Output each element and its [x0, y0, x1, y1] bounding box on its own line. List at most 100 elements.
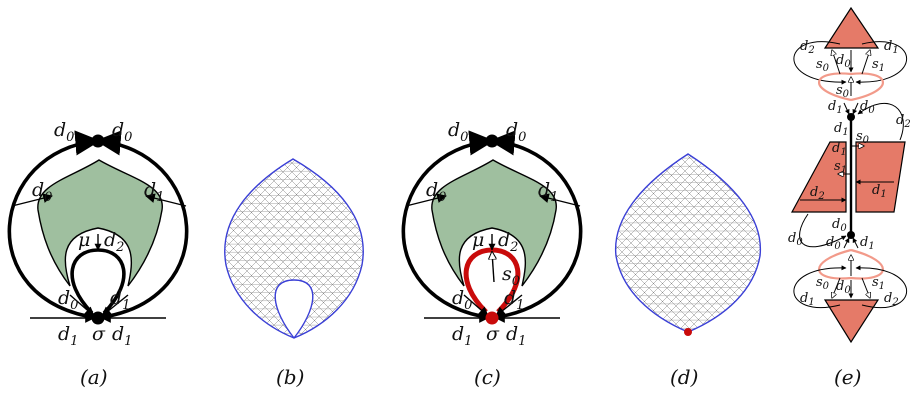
leaf-shape [37, 159, 163, 287]
top-right-loop [855, 41, 908, 85]
label-mu: μ [78, 229, 90, 251]
e-label-upper-d0: d0 [860, 99, 875, 116]
e-label-left-d0: d0 [788, 231, 803, 248]
arrow-bot-s0 [832, 277, 841, 298]
e-label-par-d1: d1 [872, 183, 887, 200]
label-mid-right: d1 [144, 179, 164, 205]
label-s0: s0 [502, 263, 520, 289]
label-bottom-right: d1 [112, 323, 132, 349]
e-label-top-d0: d0 [836, 53, 851, 70]
leaf-shape [431, 159, 557, 287]
arrow-mid-left [405, 193, 447, 207]
bottom-left-loop [793, 265, 847, 309]
label-bottom-left: d1 [452, 323, 472, 349]
bottom-right-loop [855, 265, 908, 309]
e-label-mid-d1: d1 [832, 141, 847, 158]
top-vertex [91, 134, 105, 148]
mesh-b-outline [224, 158, 364, 339]
label-inner-d0: d0 [452, 287, 472, 313]
upper-vertex [847, 113, 855, 121]
caption-c: (c) [474, 365, 501, 389]
e-label-top-d1: d1 [884, 39, 899, 56]
arrow-inner-left [463, 294, 489, 317]
e-label-loop-s0: s0 [836, 83, 850, 100]
arrow-low-d0 [843, 237, 850, 249]
outer-right-arc [489, 130, 583, 320]
caption-b: (b) [276, 365, 304, 389]
label-mid-right: d1 [538, 179, 558, 205]
outer-left-arc [401, 130, 495, 320]
bottom-triangle [823, 299, 880, 344]
lower-vertex [847, 231, 855, 239]
e-label-par-d2: d2 [810, 185, 825, 202]
mesh-b-hole [274, 279, 314, 339]
label-mid-left: d0 [426, 179, 446, 205]
left-d0-loop [799, 213, 847, 248]
pink-loop-bottom [818, 248, 884, 280]
arrow-top-s0 [832, 50, 841, 75]
label-bottom-left: d1 [58, 323, 78, 349]
e-label-stem-d1: d1 [834, 121, 849, 138]
e-label-bot-d1: d1 [800, 291, 815, 308]
e-label-top-s1: s1 [872, 57, 885, 74]
label-sigma: σ [92, 323, 106, 345]
top-left-loop [793, 41, 847, 85]
e-label-bot-s1: s1 [872, 275, 885, 292]
right-d2-loop [857, 102, 904, 141]
e-label-right-d2: d2 [896, 113, 911, 130]
e-label-upper-d1: d1 [828, 99, 843, 116]
caption-d: (d) [670, 365, 698, 389]
label-inner-d0: d0 [58, 287, 78, 313]
panel-a: d0 d0 d0 d1 μ d2 d0 d1 d1 d1 σ [7, 119, 189, 349]
e-label-top-s0: s0 [816, 57, 830, 74]
e-label-bot-d2: d2 [884, 291, 899, 308]
label-bottom-right: d1 [506, 323, 526, 349]
top-triangle [823, 6, 880, 49]
arrow-low-d1 [852, 237, 859, 249]
label-inner-d2: d2 [498, 229, 518, 255]
label-top-right: d0 [112, 119, 132, 145]
e-label-stem-s0: s0 [856, 129, 870, 146]
e-label-bot-d0: d0 [836, 279, 851, 296]
mesh-d-red-vertex [684, 328, 692, 336]
arrow-mid-left [11, 193, 53, 207]
arrow-s0 [492, 252, 494, 283]
pink-loop-top [818, 72, 884, 102]
panel-c: d0 d0 d0 d1 μ d2 s0 d0 d1 d1 d1 σ [401, 119, 583, 349]
arrow-upper-d1 [843, 102, 850, 115]
label-mu: μ [472, 229, 484, 251]
outer-right-arc [95, 130, 189, 320]
outer-left-arc [7, 130, 101, 320]
arrow-mid-right [145, 193, 187, 207]
e-label-top-d2: d2 [800, 39, 815, 56]
e-label-low-d1: d1 [860, 235, 875, 252]
label-mid-left: d0 [32, 179, 52, 205]
label-inner-d1: d1 [110, 287, 130, 313]
label-inner-d1: d1 [504, 287, 524, 313]
label-inner-d2: d2 [104, 229, 124, 255]
e-label-low-d0b: d0 [826, 235, 841, 252]
label-top-right: d0 [506, 119, 526, 145]
arrow-inner-left [69, 294, 95, 317]
label-top-left: d0 [54, 119, 74, 145]
arrow-inner-right [101, 294, 129, 317]
e-label-low-d0a: d0 [832, 217, 847, 234]
arrow-upper-d0 [852, 102, 859, 115]
left-parallelogram [790, 141, 847, 213]
panel-e: d2 d1 s0 d0 s1 s0 d1 d0 d2 d1 s0 d1 s1 d… [788, 6, 911, 344]
top-vertex [485, 134, 499, 148]
caption-a: (a) [80, 365, 108, 389]
arrow-inner-right [495, 294, 523, 317]
arrow-mid-right [539, 193, 581, 207]
caption-e: (e) [834, 365, 861, 389]
label-sigma: σ [486, 323, 500, 345]
right-parallelogram [855, 141, 906, 213]
bottom-vertex [91, 311, 105, 325]
arrow-bot-s1 [861, 277, 870, 298]
e-label-bot-s0: s0 [816, 275, 830, 292]
e-label-mid-s1: s1 [834, 159, 847, 176]
bottom-vertex-red [485, 311, 499, 325]
arrow-top-s1 [861, 50, 870, 75]
label-top-left: d0 [448, 119, 468, 145]
